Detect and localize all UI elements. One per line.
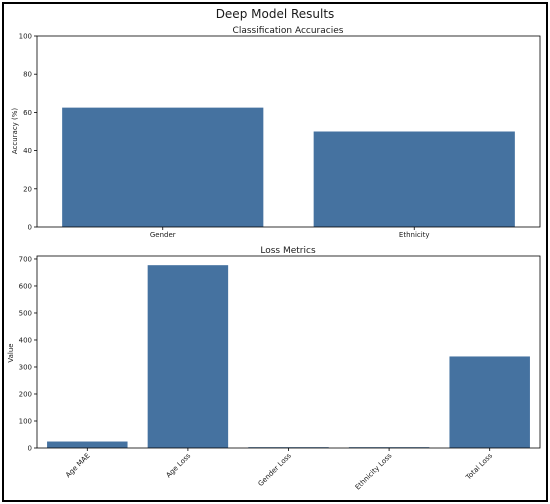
accuracy-bar-ethnicity — [313, 131, 515, 227]
accuracy-axis-ticks: Gender Ethnicity 0 20 40 60 80 100 — [19, 33, 430, 240]
loss-y-tick-label-700: 700 — [19, 255, 32, 263]
accuracy-bar-gender — [62, 107, 264, 228]
loss-axis-ticks: Age MAE Age Loss Gender Loss Ethnicity Loss… — [19, 255, 495, 491]
accuracy-plot-frame — [36, 35, 541, 228]
loss-y-tick-label-300: 300 — [19, 363, 32, 371]
loss-x-tick-label-gender-loss: Gender Loss — [257, 452, 294, 489]
loss-y-tick-label-600: 600 — [19, 282, 32, 290]
accuracy-y-tick-label-60: 60 — [23, 109, 32, 117]
loss-x-tick-label-total-loss: Total Loss — [464, 452, 495, 483]
accuracy-chart-title: Classification Accuracies — [233, 26, 344, 36]
loss-plot-frame — [36, 255, 541, 449]
accuracy-x-tick-label-ethnicity: Ethnicity — [399, 231, 430, 239]
loss-y-tick-label-100: 100 — [19, 417, 32, 425]
loss-bars — [47, 265, 530, 448]
loss-y-tick-label-200: 200 — [19, 390, 32, 398]
loss-bar-age-loss — [147, 265, 229, 448]
loss-x-tick-label-ethnicity-loss: Ethnicity Loss — [354, 452, 394, 492]
loss-x-tick-label-age-loss: Age Loss — [165, 452, 193, 480]
loss-y-tick-label-0: 0 — [28, 445, 32, 453]
loss-chart-title: Loss Metrics — [260, 246, 316, 256]
loss-y-tick-label-500: 500 — [19, 309, 32, 317]
accuracy-y-tick-label-40: 40 — [23, 147, 32, 155]
loss-y-axis-label: Value — [7, 343, 15, 362]
accuracy-y-tick-label-80: 80 — [23, 71, 32, 79]
loss-bar-total-loss — [449, 356, 530, 448]
loss-x-tick-label-age-mae: Age MAE — [64, 452, 92, 480]
accuracy-y-tick-label-100: 100 — [19, 33, 32, 41]
accuracy-y-tick-label-20: 20 — [23, 185, 32, 193]
accuracy-y-axis-label: Accuracy (%) — [11, 108, 19, 155]
loss-bar-age-mae — [47, 441, 128, 448]
loss-y-tick-label-400: 400 — [19, 336, 32, 344]
accuracy-chart: Classification Accuracies Accuracy (%) G… — [11, 26, 541, 240]
accuracy-x-tick-label-gender: Gender — [150, 231, 176, 239]
accuracy-bars — [62, 107, 515, 228]
accuracy-y-tick-label-0: 0 — [28, 224, 32, 232]
figure-title: Deep Model Results — [216, 7, 335, 21]
loss-chart: Loss Metrics Value Age MAE Age Loss Gender… — [7, 246, 541, 492]
